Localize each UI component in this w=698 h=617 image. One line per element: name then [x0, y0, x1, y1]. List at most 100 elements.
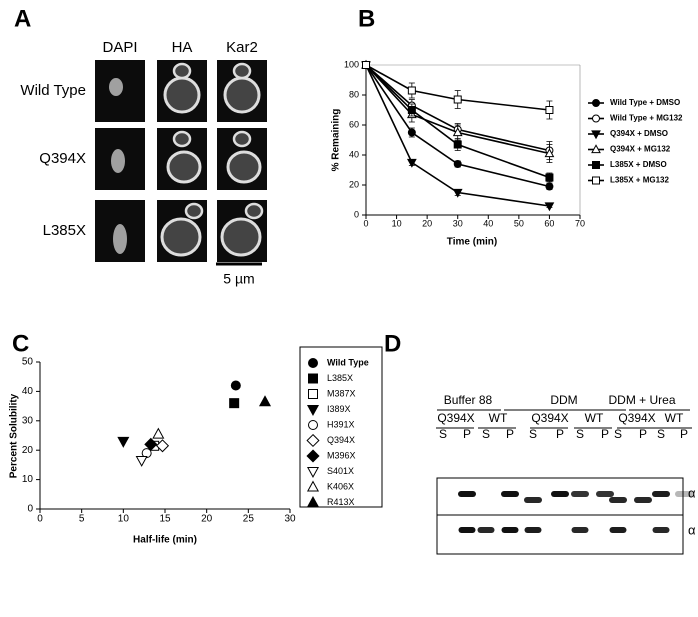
column-header: HA: [172, 39, 193, 56]
legend-marker: [306, 404, 320, 416]
bud-outline: [172, 62, 192, 80]
x-tick-label: 25: [243, 514, 255, 525]
bud-outline: [244, 202, 264, 220]
band: [458, 527, 476, 533]
data-point: [135, 455, 148, 467]
data-point: [406, 158, 417, 168]
band: [551, 491, 569, 497]
series-line: [365, 64, 550, 207]
x-tick-label: 20: [201, 514, 213, 525]
fraction-label: S: [482, 427, 490, 441]
panel-label: D: [384, 330, 401, 357]
legend-marker: [308, 358, 318, 368]
legend-label: Q394X + DMSO: [610, 129, 668, 138]
nucleus-stain: [111, 149, 125, 173]
legend-marker: [306, 466, 320, 478]
y-axis-title: Percent Solubility: [9, 393, 20, 478]
legend-marker: [306, 433, 320, 448]
legend-marker: [308, 373, 318, 384]
data-point: [453, 160, 462, 168]
legend-box: [299, 346, 383, 508]
bud-outline: [232, 62, 252, 80]
legend-marker: [592, 176, 600, 185]
row-label: Q394X: [39, 150, 86, 167]
data-point: [229, 398, 240, 409]
series-line: [365, 64, 550, 188]
legend-label: Q394X + MG132: [610, 145, 671, 154]
antibody-label: α Sec61: [688, 522, 698, 537]
data-point: [152, 427, 165, 439]
data-point: [407, 86, 416, 95]
panel-label: C: [12, 330, 29, 357]
data-point: [407, 106, 416, 114]
condition-label: DDM + Urea: [608, 393, 675, 407]
antibody-label: α HA: [688, 485, 698, 500]
x-tick-label: 5: [79, 514, 85, 525]
data-point: [155, 439, 170, 453]
x-axis-title: Half-life (min): [133, 535, 197, 546]
y-tick-label: 80: [349, 89, 359, 99]
legend-marker: [306, 496, 320, 508]
bud-outline: [184, 202, 204, 220]
legend-label: I389X: [327, 404, 351, 414]
panel-label: A: [14, 5, 31, 32]
y-tick-label: 10: [22, 474, 34, 485]
data-point: [544, 202, 555, 212]
x-tick-label: 15: [159, 514, 171, 525]
y-tick-label: 0: [354, 209, 359, 219]
cell-outline: [163, 76, 201, 114]
band: [652, 491, 670, 497]
band: [571, 491, 589, 497]
data-point: [452, 188, 463, 198]
series-line: [365, 64, 550, 179]
band: [501, 527, 519, 533]
scale-bar-label: 5 µm: [223, 271, 254, 287]
cell-outline: [223, 76, 261, 114]
data-point: [407, 128, 416, 137]
data-point: [258, 395, 272, 407]
legend-marker: [308, 420, 318, 430]
fraction-label: P: [639, 427, 647, 441]
x-tick-label: 30: [284, 514, 296, 525]
data-point: [144, 437, 158, 451]
band: [571, 527, 589, 533]
fraction-label: P: [680, 427, 688, 441]
band: [609, 497, 627, 503]
data-point: [545, 106, 554, 114]
fraction-label: P: [601, 427, 609, 441]
data-point: [544, 148, 555, 158]
legend-marker: [308, 389, 318, 399]
data-point: [545, 173, 554, 182]
legend-label: R413X: [327, 497, 355, 507]
y-tick-label: 50: [22, 357, 34, 368]
legend-label: M396X: [327, 450, 356, 460]
x-tick-label: 30: [453, 218, 463, 228]
legend-marker: [591, 144, 601, 154]
band: [477, 527, 495, 533]
x-tick-label: 20: [422, 218, 432, 228]
y-tick-label: 100: [344, 59, 359, 69]
y-tick-label: 20: [22, 445, 34, 456]
legend-marker: [306, 449, 320, 463]
y-tick-label: 0: [27, 504, 33, 515]
series-line: [365, 64, 550, 155]
data-point: [117, 436, 130, 448]
fraction-label: S: [657, 427, 665, 441]
fraction-label: P: [506, 427, 514, 441]
band: [609, 527, 627, 533]
data-point: [362, 61, 370, 69]
legend-marker: [592, 99, 600, 107]
legend-label: L385X + DMSO: [610, 160, 667, 169]
data-point: [452, 127, 463, 137]
sample-label: WT: [585, 411, 604, 425]
fraction-label: S: [576, 427, 584, 441]
legend-marker: [306, 480, 320, 492]
bud-outline: [232, 130, 252, 148]
series-line: [365, 64, 550, 111]
legend-label: M387X: [327, 388, 356, 398]
band: [675, 491, 693, 497]
column-header: Kar2: [226, 39, 258, 56]
data-point: [453, 140, 462, 149]
cell-outline: [226, 150, 262, 184]
nucleus-stain: [113, 224, 127, 254]
